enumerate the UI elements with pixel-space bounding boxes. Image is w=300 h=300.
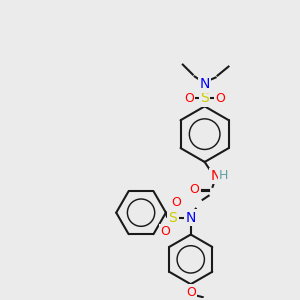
- Text: O: O: [171, 196, 181, 209]
- Text: N: N: [200, 77, 210, 92]
- Text: N: N: [186, 211, 196, 225]
- Text: O: O: [189, 183, 199, 196]
- Text: O: O: [186, 286, 196, 299]
- Text: S: S: [200, 92, 209, 105]
- Text: O: O: [216, 92, 226, 105]
- Text: S: S: [169, 211, 177, 225]
- Text: O: O: [160, 225, 170, 238]
- Text: H: H: [219, 169, 228, 182]
- Text: N: N: [210, 169, 221, 183]
- Text: O: O: [184, 92, 194, 105]
